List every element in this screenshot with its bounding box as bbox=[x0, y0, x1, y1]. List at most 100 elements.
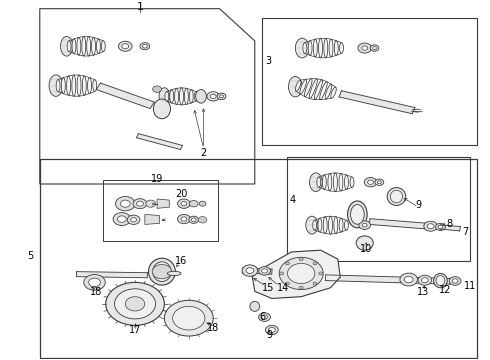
Circle shape bbox=[452, 279, 458, 283]
Ellipse shape bbox=[101, 41, 105, 52]
Circle shape bbox=[421, 278, 428, 283]
Circle shape bbox=[137, 201, 144, 206]
Ellipse shape bbox=[387, 188, 406, 206]
Circle shape bbox=[364, 177, 377, 187]
Circle shape bbox=[285, 262, 289, 265]
Text: 5: 5 bbox=[27, 251, 33, 261]
Ellipse shape bbox=[434, 274, 447, 288]
Ellipse shape bbox=[344, 175, 348, 189]
Ellipse shape bbox=[333, 173, 337, 192]
Circle shape bbox=[217, 93, 226, 100]
Circle shape bbox=[372, 46, 376, 49]
Ellipse shape bbox=[153, 99, 171, 119]
Circle shape bbox=[89, 278, 100, 287]
Circle shape bbox=[177, 215, 190, 224]
Ellipse shape bbox=[179, 88, 183, 105]
Circle shape bbox=[140, 43, 150, 50]
Circle shape bbox=[449, 277, 461, 285]
Circle shape bbox=[359, 221, 370, 229]
Ellipse shape bbox=[49, 75, 63, 96]
Ellipse shape bbox=[303, 42, 307, 53]
Circle shape bbox=[210, 94, 216, 99]
Circle shape bbox=[118, 216, 126, 222]
Ellipse shape bbox=[347, 201, 367, 228]
Ellipse shape bbox=[250, 301, 260, 311]
Ellipse shape bbox=[436, 276, 445, 285]
Ellipse shape bbox=[82, 76, 86, 95]
Ellipse shape bbox=[148, 258, 175, 285]
Text: 16: 16 bbox=[175, 256, 188, 266]
Circle shape bbox=[288, 264, 315, 283]
Circle shape bbox=[143, 45, 147, 48]
Circle shape bbox=[127, 215, 140, 224]
Ellipse shape bbox=[356, 236, 373, 250]
Circle shape bbox=[313, 282, 317, 285]
Circle shape bbox=[259, 267, 270, 275]
Polygon shape bbox=[243, 268, 272, 274]
Ellipse shape bbox=[318, 218, 322, 232]
Polygon shape bbox=[40, 9, 255, 184]
Circle shape bbox=[280, 272, 284, 275]
Circle shape bbox=[438, 225, 443, 229]
Circle shape bbox=[116, 197, 135, 211]
Circle shape bbox=[191, 218, 196, 221]
Ellipse shape bbox=[329, 216, 332, 234]
Polygon shape bbox=[157, 199, 169, 208]
Ellipse shape bbox=[82, 36, 86, 56]
Circle shape bbox=[377, 181, 381, 184]
Ellipse shape bbox=[313, 220, 317, 230]
Text: 15: 15 bbox=[262, 283, 274, 293]
Circle shape bbox=[424, 221, 438, 231]
Circle shape bbox=[269, 328, 275, 333]
Circle shape bbox=[177, 199, 190, 208]
Ellipse shape bbox=[170, 90, 173, 103]
Ellipse shape bbox=[174, 88, 178, 104]
Circle shape bbox=[220, 95, 223, 98]
Text: 18: 18 bbox=[207, 323, 220, 333]
Ellipse shape bbox=[295, 38, 309, 58]
Ellipse shape bbox=[72, 39, 76, 54]
Ellipse shape bbox=[300, 79, 307, 94]
Ellipse shape bbox=[339, 218, 343, 232]
Circle shape bbox=[84, 275, 105, 290]
Ellipse shape bbox=[61, 78, 65, 94]
Ellipse shape bbox=[329, 39, 333, 57]
Circle shape bbox=[368, 180, 373, 184]
Bar bbox=[103, 180, 218, 241]
Circle shape bbox=[106, 282, 164, 325]
Bar bbox=[262, 18, 477, 145]
Text: 3: 3 bbox=[265, 55, 271, 66]
Ellipse shape bbox=[318, 38, 322, 58]
Circle shape bbox=[181, 217, 187, 221]
Polygon shape bbox=[339, 91, 415, 114]
Circle shape bbox=[152, 265, 171, 279]
Ellipse shape bbox=[328, 174, 332, 191]
Text: 4: 4 bbox=[290, 195, 296, 205]
Circle shape bbox=[153, 86, 161, 93]
Text: 20: 20 bbox=[175, 189, 188, 199]
Ellipse shape bbox=[324, 38, 328, 58]
Circle shape bbox=[400, 273, 417, 286]
Polygon shape bbox=[97, 83, 154, 108]
Ellipse shape bbox=[189, 90, 193, 103]
Circle shape bbox=[189, 201, 198, 207]
Circle shape bbox=[172, 306, 205, 330]
Circle shape bbox=[436, 223, 445, 230]
Text: 9: 9 bbox=[266, 330, 272, 340]
Ellipse shape bbox=[87, 36, 91, 56]
Circle shape bbox=[375, 179, 384, 185]
Circle shape bbox=[279, 257, 323, 289]
Ellipse shape bbox=[339, 174, 343, 191]
Polygon shape bbox=[369, 219, 429, 229]
Ellipse shape bbox=[317, 177, 321, 187]
Circle shape bbox=[121, 200, 130, 207]
Circle shape bbox=[125, 297, 145, 311]
Circle shape bbox=[164, 300, 213, 336]
Ellipse shape bbox=[67, 76, 71, 95]
Ellipse shape bbox=[344, 220, 348, 230]
Circle shape bbox=[242, 265, 258, 276]
Circle shape bbox=[285, 282, 289, 285]
Text: 12: 12 bbox=[439, 284, 451, 294]
Text: 9: 9 bbox=[416, 201, 421, 211]
Ellipse shape bbox=[334, 217, 338, 234]
